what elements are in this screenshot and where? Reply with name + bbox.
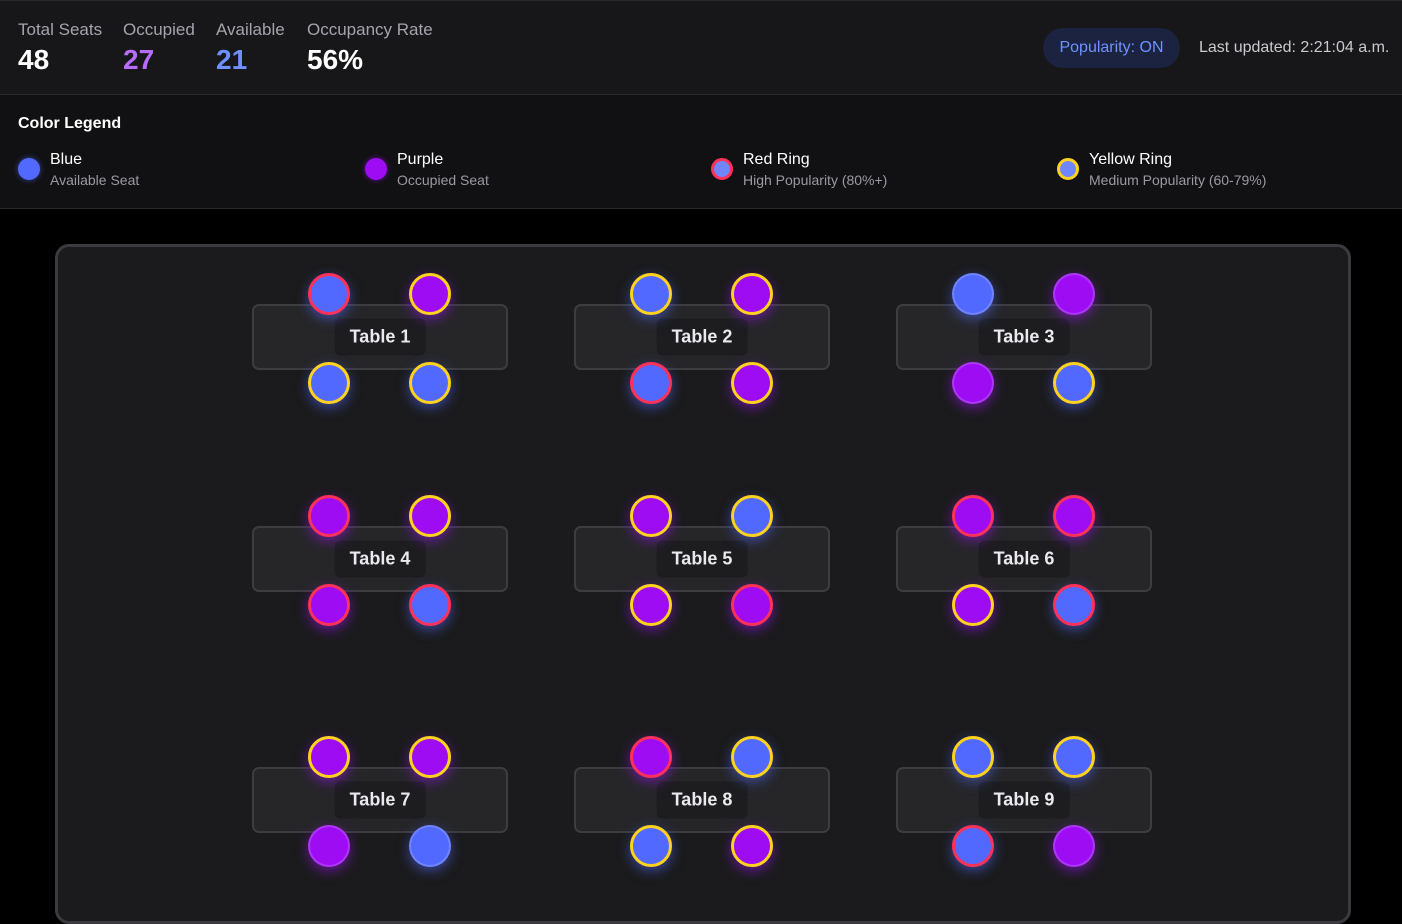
seat-occupied[interactable] [731, 362, 773, 404]
seat-available[interactable] [952, 736, 994, 778]
seat-occupied[interactable] [731, 584, 773, 626]
seat-occupied[interactable] [308, 825, 350, 867]
seat-occupied[interactable] [409, 273, 451, 315]
legend-item-name: Red Ring [743, 151, 810, 168]
seat-occupied[interactable] [630, 736, 672, 778]
table-label: Table 3 [978, 318, 1070, 356]
stat-total-label: Total Seats [18, 20, 103, 39]
seat-available[interactable] [1053, 362, 1095, 404]
table-surface[interactable]: Table 6 [896, 526, 1152, 592]
legend-item-name: Purple [397, 151, 444, 168]
seat-available[interactable] [952, 825, 994, 867]
stat-rate-value: 56% [307, 44, 364, 75]
stat-total-value: 48 [18, 44, 50, 75]
table-surface[interactable]: Table 2 [574, 304, 830, 370]
seat-occupied[interactable] [308, 495, 350, 537]
table-2: Table 2 [574, 273, 832, 407]
last-updated-text: Last updated: 2:21:04 a.m. [1199, 39, 1390, 56]
table-label: Table 9 [978, 781, 1070, 819]
legend-item-desc: Available Seat [50, 172, 140, 188]
blue-dot-icon [18, 158, 40, 180]
stat-occupied: Occupied 27 [123, 20, 195, 75]
floor-plan: Table 1 Table 2 Table 3 Table 4 Table 5 Table… [55, 244, 1351, 924]
table-8: Table 8 [574, 736, 832, 870]
popularity-toggle-button[interactable]: Popularity: ON [1043, 28, 1180, 68]
stat-occupied-label: Occupied [123, 20, 195, 39]
stat-total-seats: Total Seats 48 [18, 20, 102, 75]
seat-available[interactable] [409, 825, 451, 867]
seat-occupied[interactable] [630, 584, 672, 626]
legend-item-desc: Medium Popularity (60-79%) [1089, 172, 1267, 188]
table-1: Table 1 [252, 273, 510, 407]
seat-available[interactable] [409, 584, 451, 626]
seat-available[interactable] [731, 495, 773, 537]
color-legend: Color Legend Blue Available Seat Purple … [0, 95, 1402, 209]
seat-occupied[interactable] [409, 495, 451, 537]
table-surface[interactable]: Table 4 [252, 526, 508, 592]
seat-occupied[interactable] [731, 825, 773, 867]
table-label: Table 5 [656, 540, 748, 578]
table-label: Table 4 [334, 540, 426, 578]
table-label: Table 7 [334, 781, 426, 819]
stat-rate-label: Occupancy Rate [307, 20, 433, 39]
legend-item-desc: High Popularity (80%+) [743, 172, 888, 188]
seat-occupied[interactable] [1053, 825, 1095, 867]
seat-occupied[interactable] [1053, 273, 1095, 315]
stat-available-label: Available [216, 20, 285, 39]
legend-item-name: Blue [50, 151, 83, 168]
table-label: Table 2 [656, 318, 748, 356]
seat-occupied[interactable] [630, 495, 672, 537]
table-label: Table 1 [334, 318, 426, 356]
seat-available[interactable] [409, 362, 451, 404]
seat-occupied[interactable] [731, 273, 773, 315]
seat-occupied[interactable] [308, 584, 350, 626]
table-7: Table 7 [252, 736, 510, 870]
purple-dot-icon [365, 158, 387, 180]
seat-occupied[interactable] [952, 495, 994, 537]
table-surface[interactable]: Table 1 [252, 304, 508, 370]
seat-occupied[interactable] [952, 362, 994, 404]
legend-title: Color Legend [18, 115, 122, 132]
seat-available[interactable] [308, 362, 350, 404]
table-surface[interactable]: Table 5 [574, 526, 830, 592]
seat-available[interactable] [1053, 584, 1095, 626]
table-surface[interactable]: Table 7 [252, 767, 508, 833]
legend-item-desc: Occupied Seat [397, 172, 489, 188]
stat-available-value: 21 [216, 44, 248, 75]
seat-occupied[interactable] [952, 584, 994, 626]
seat-available[interactable] [630, 273, 672, 315]
seat-occupied[interactable] [1053, 495, 1095, 537]
table-9: Table 9 [896, 736, 1154, 870]
seat-available[interactable] [731, 736, 773, 778]
table-label: Table 6 [978, 540, 1070, 578]
stats-header: Total Seats 48 Occupied 27 Available 21 … [0, 0, 1402, 95]
yellow-ring-icon [1057, 158, 1079, 180]
table-label: Table 8 [656, 781, 748, 819]
stat-occupancy-rate: Occupancy Rate 56% [307, 20, 433, 75]
stat-available: Available 21 [216, 20, 285, 75]
table-surface[interactable]: Table 3 [896, 304, 1152, 370]
table-6: Table 6 [896, 495, 1154, 629]
table-4: Table 4 [252, 495, 510, 629]
table-surface[interactable]: Table 9 [896, 767, 1152, 833]
seat-available[interactable] [1053, 736, 1095, 778]
seat-available[interactable] [630, 362, 672, 404]
stat-occupied-value: 27 [123, 44, 155, 75]
seat-available[interactable] [308, 273, 350, 315]
table-surface[interactable]: Table 8 [574, 767, 830, 833]
legend-item-name: Yellow Ring [1089, 151, 1173, 168]
table-5: Table 5 [574, 495, 832, 629]
seat-available[interactable] [952, 273, 994, 315]
seat-occupied[interactable] [409, 736, 451, 778]
red-ring-icon [711, 158, 733, 180]
table-3: Table 3 [896, 273, 1154, 407]
seat-available[interactable] [630, 825, 672, 867]
seat-occupied[interactable] [308, 736, 350, 778]
